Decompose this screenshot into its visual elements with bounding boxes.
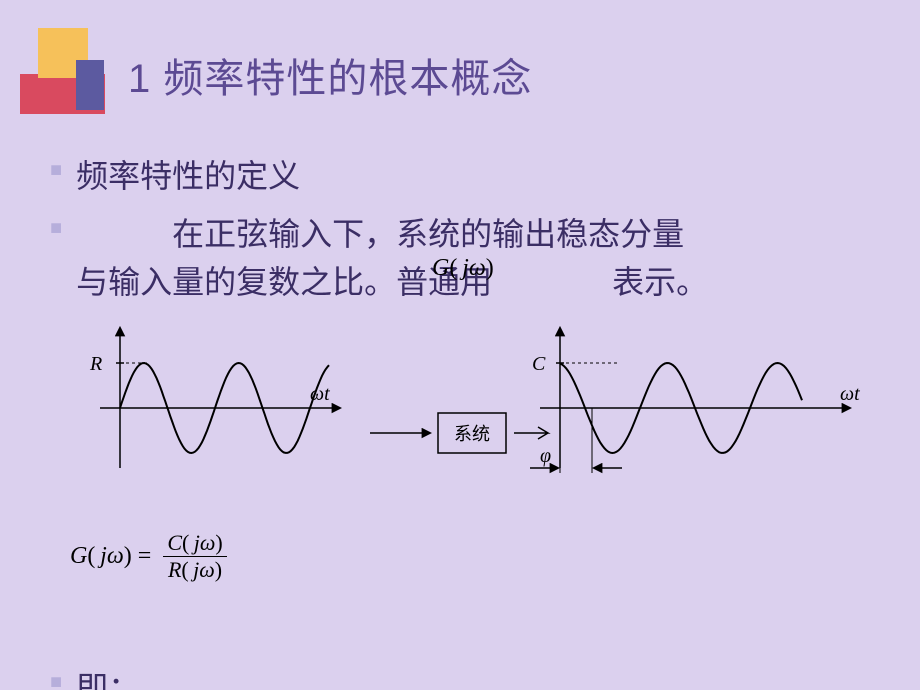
bullet-3-row: ■ 即： <box>50 664 870 690</box>
label-C: C <box>532 353 546 375</box>
system-block: 系统 <box>438 413 506 453</box>
bullet-1-text: 频率特性的定义 <box>76 152 300 200</box>
bullet-square-icon: ■ <box>50 672 62 690</box>
bullet-square-icon: ■ <box>50 160 62 180</box>
output-wave-plot: C ωt φ <box>530 328 860 473</box>
formula-gjw: G( jω) = C( jω) R( jω) <box>70 530 227 583</box>
bullet-3-text: 即： <box>76 664 140 690</box>
bullet-2-line2: 与输入量的复数之比。普通用 <box>76 264 492 300</box>
signal-diagram: R ωt 系统 C ωt <box>60 318 880 498</box>
system-label: 系统 <box>454 424 490 444</box>
slide: 1 频率特性的根本概念 ■ 频率特性的定义 ■ 在正弦输入下，系统的输出稳态分量… <box>0 0 920 690</box>
label-wt-right: ωt <box>840 383 860 405</box>
bullet-1-row: ■ 频率特性的定义 <box>50 152 870 200</box>
label-R: R <box>89 353 102 375</box>
bullet-2-line1: 在正弦输入下，系统的输出稳态分量 <box>172 216 684 252</box>
symbol-g-jomega: G( jω) <box>432 255 494 282</box>
bullet-square-icon: ■ <box>50 218 62 238</box>
slide-title: 1 频率特性的根本概念 <box>128 46 532 104</box>
phase-shift-marker: φ <box>530 408 622 473</box>
deco-square-purple <box>76 60 104 110</box>
bullet-2-tail: 表示。 <box>612 264 708 300</box>
arrow-system-to-output <box>514 427 548 439</box>
label-phi: φ <box>540 445 551 467</box>
input-wave-plot: R ωt <box>89 328 340 468</box>
bullet-2-leadspace <box>76 216 172 252</box>
bullet-2-text: 在正弦输入下，系统的输出稳态分量 与输入量的复数之比。普通用 表示。 <box>76 210 708 306</box>
